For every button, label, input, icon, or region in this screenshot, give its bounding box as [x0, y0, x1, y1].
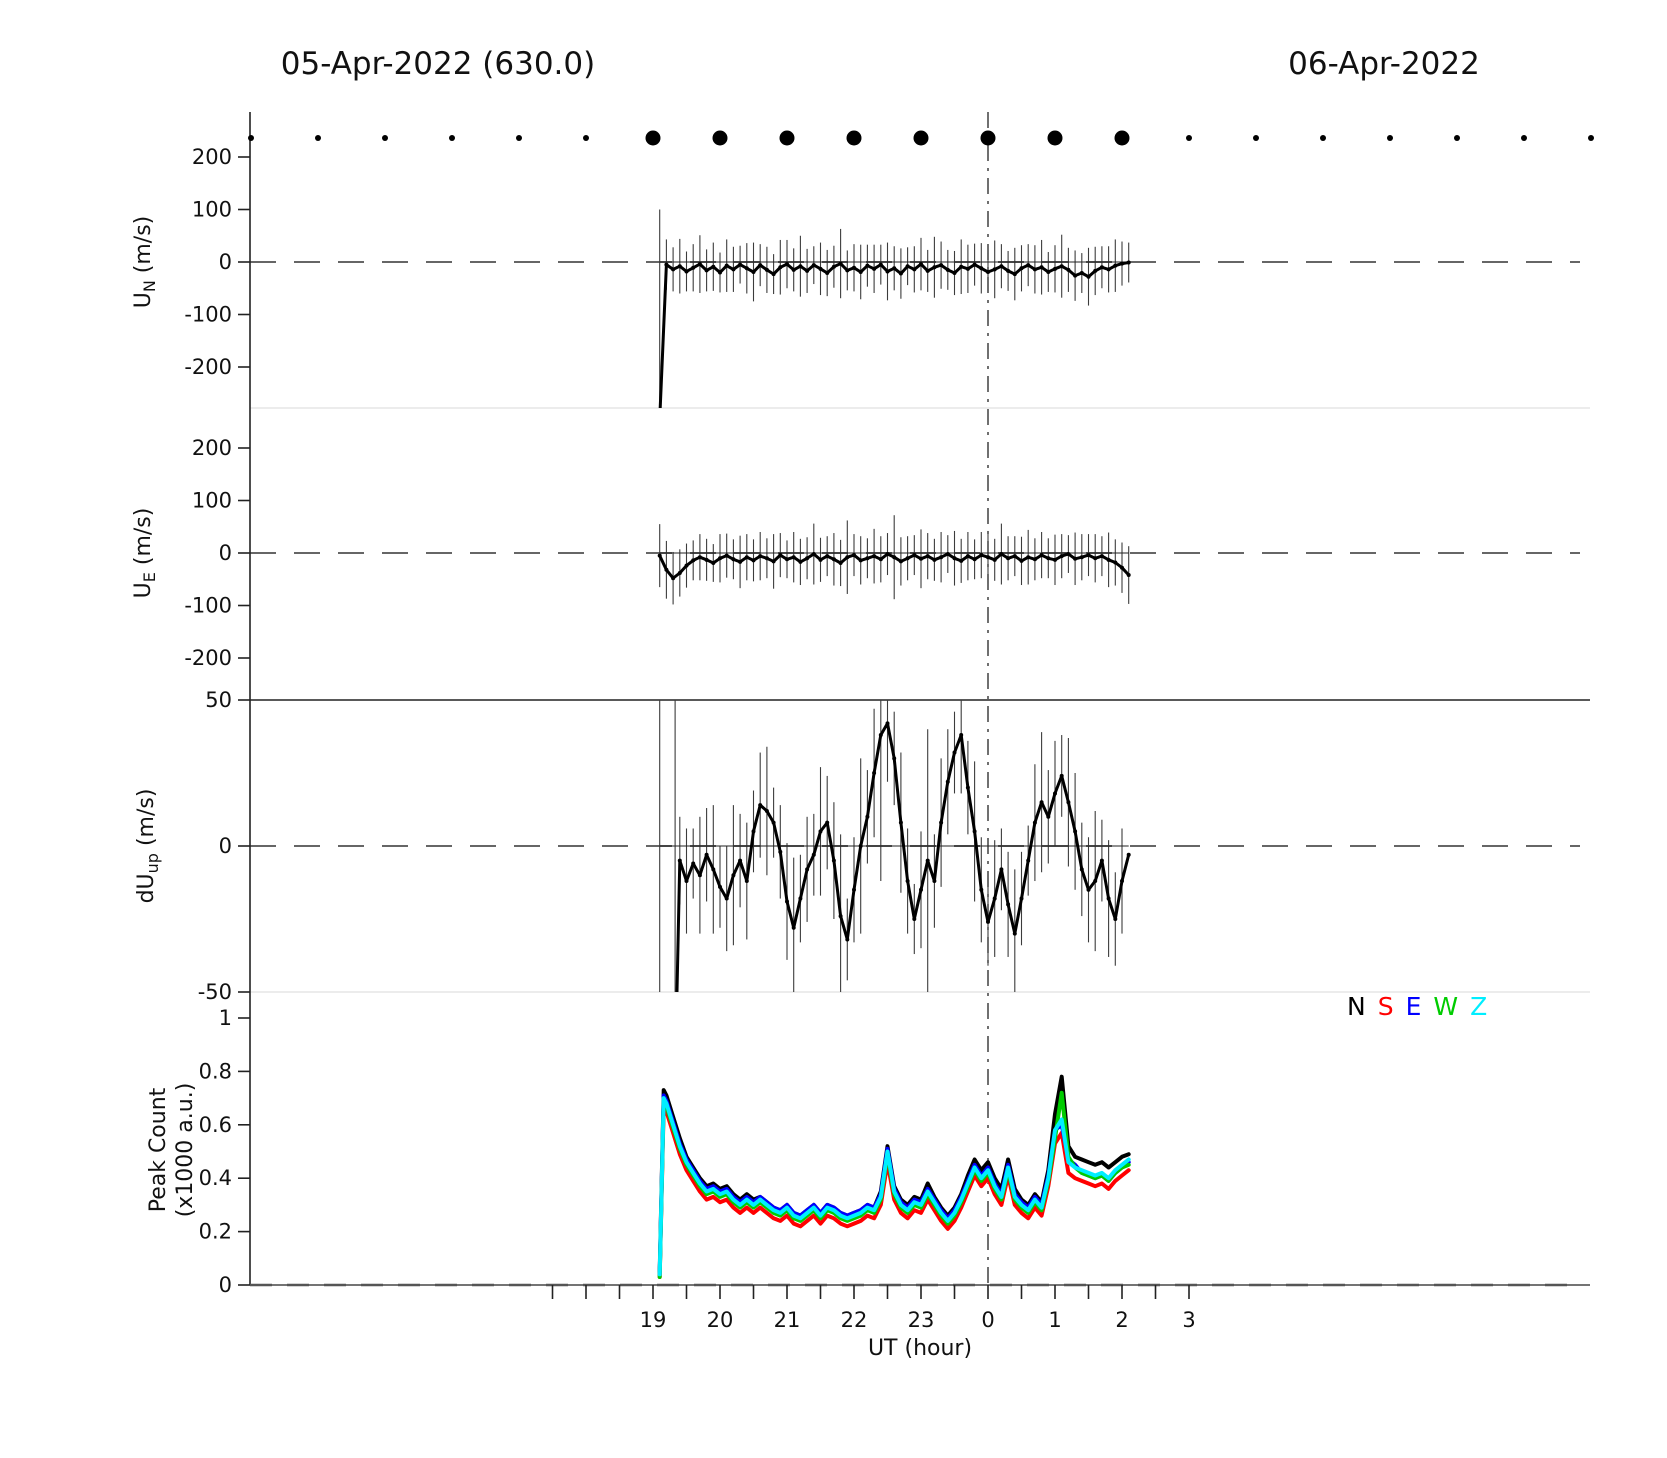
y-axis-label-un: UN (m/s) [130, 215, 160, 309]
y-axis-label-peak-count: Peak Count (x1000 a.u.) [146, 1082, 198, 1218]
series-un [658, 209, 1131, 408]
y-tick-label-un: 0 [219, 250, 232, 274]
hour-dot-small [449, 135, 455, 141]
x-axis: 19 20 21 22 23 0 1 2 3 [250, 1283, 1590, 1332]
hour-dot-small [1454, 135, 1460, 141]
x-tick-label: 20 [707, 1308, 734, 1332]
x-tick-label: 22 [841, 1308, 868, 1332]
hourly-moon-dots [248, 130, 1594, 146]
y-tick-label-peak: 0.8 [199, 1059, 232, 1083]
y-tick-label-peak: 1 [219, 1006, 232, 1030]
legend-item-Z: Z [1470, 992, 1489, 1021]
series-peak-count [657, 1074, 1131, 1279]
x-tick-label: 3 [1182, 1308, 1195, 1332]
y-tick-label-peak: 0.6 [199, 1113, 232, 1137]
hour-dot-large [1114, 130, 1130, 146]
hour-dot-small [1588, 135, 1594, 141]
y-tick-label-duup: 0 [219, 834, 232, 858]
hour-dot-small [583, 135, 589, 141]
x-tick-label: 23 [908, 1308, 935, 1332]
hour-dot-small [1387, 135, 1393, 141]
panel-duup: 50 0 -50 [198, 688, 1590, 1004]
y-tick-label-un: -200 [184, 355, 232, 379]
hour-dot-large [645, 130, 661, 146]
title-left-date: 05-Apr-2022 (630.0) [280, 46, 596, 82]
hour-dot-small [1186, 135, 1192, 141]
error-bars-duup [659, 700, 1123, 992]
legend-item-W: W [1433, 992, 1460, 1021]
markers-un [664, 260, 1131, 279]
panel-ue: 200 100 0 -100 -200 [184, 436, 1590, 701]
y-tick-label-ue: 100 [192, 489, 232, 513]
y-tick-label-peak: 0.2 [199, 1220, 232, 1244]
y-tick-label-ue: 200 [192, 436, 232, 460]
x-tick-label: 21 [774, 1308, 801, 1332]
hour-dot-small [382, 135, 388, 141]
y-axis-label-duup: dUup (m/s) [133, 788, 163, 904]
markers-ue [657, 552, 1131, 581]
hour-dot-small [1253, 135, 1259, 141]
x-tick-label: 2 [1115, 1308, 1128, 1332]
hour-dot-large [779, 130, 795, 146]
hour-dot-large [1047, 130, 1063, 146]
y-axis-label-ue: UE (m/s) [130, 507, 160, 599]
hour-dot-large [846, 130, 862, 146]
hour-dot-large [712, 130, 728, 146]
legend-item-E: E [1405, 992, 1423, 1021]
title-right-date: 06-Apr-2022 [1288, 46, 1480, 82]
y-tick-label-ue: 0 [219, 541, 232, 565]
legend-item-N: N [1347, 992, 1367, 1021]
mean-line-duup [675, 721, 1131, 992]
hour-dot-small [516, 135, 522, 141]
y-tick-label-un: 100 [192, 198, 232, 222]
panel-peak: 1 0.8 0.6 0.4 0.2 0 [199, 1006, 250, 1297]
y-tick-label-peak: 0.4 [199, 1166, 232, 1190]
x-axis-label: UT (hour) [867, 1336, 973, 1361]
y-tick-label-ue: -100 [184, 594, 232, 618]
peak-series-Z [657, 1096, 1131, 1277]
legend-item-S: S [1377, 992, 1395, 1021]
x-tick-label: 19 [640, 1308, 667, 1332]
y-tick-label-peak: 0 [219, 1273, 232, 1297]
y-tick-label-un: 200 [192, 145, 232, 169]
hour-dot-small [315, 135, 321, 141]
y-tick-label-duup: 50 [205, 688, 232, 712]
hour-dot-small [248, 135, 254, 141]
x-tick-label: 0 [981, 1308, 994, 1332]
x-tick-label: 1 [1048, 1308, 1061, 1332]
y-tick-label-un: -100 [184, 303, 232, 327]
hour-dot-small [1320, 135, 1326, 141]
y-tick-label-duup: -50 [198, 980, 232, 1004]
series-duup [659, 700, 1131, 992]
hour-dot-large [913, 130, 929, 146]
y-tick-label-ue: -200 [184, 646, 232, 670]
hour-dot-small [1521, 135, 1527, 141]
markers-duup [677, 721, 1131, 942]
hour-dot-large [980, 130, 996, 146]
error-bars-ue [659, 515, 1130, 605]
series-ue [657, 515, 1131, 605]
panel-un: 200 100 0 -100 -200 [184, 145, 1590, 409]
